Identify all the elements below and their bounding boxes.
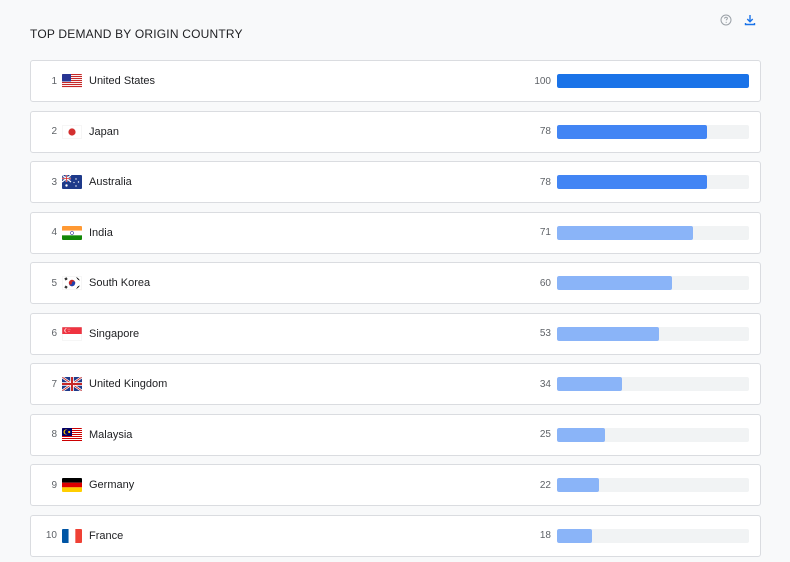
rank-label: 5 [51,277,57,289]
country-row[interactable]: 10 France 18 [30,514,761,557]
demand-value: 25 [539,429,551,440]
demand-value: 71 [539,227,551,238]
country-row[interactable]: 4 India 71 [30,211,761,254]
flag-gb-icon [62,377,82,391]
download-icon[interactable] [742,12,758,28]
flag-us-icon [62,74,82,88]
demand-value: 18 [539,530,551,541]
demand-bar-track [557,528,749,543]
rank-label: 10 [45,530,57,541]
flag-sg-icon [62,326,82,341]
rank-label: 9 [51,479,57,491]
rank-label: 6 [51,328,57,339]
demand-bar-track [557,225,749,240]
country-name: Australia [89,176,132,188]
flag-my-icon [62,427,82,442]
demand-bar-track [557,74,749,88]
country-name: Japan [89,125,119,138]
help-circle-icon[interactable] [718,12,734,28]
country-name: Germany [89,479,135,491]
country-name: Singapore [89,327,140,340]
country-name: Malaysia [89,428,133,441]
country-name: United States [89,75,156,87]
country-name: United Kingdom [89,378,168,390]
flag-de-icon [62,478,82,492]
country-row[interactable]: 6 Singapore 53 [30,312,761,355]
country-row[interactable]: 9 Germany 22 [30,464,761,506]
panel-title: TOP DEMAND BY ORIGIN COUNTRY [30,27,243,41]
country-name: India [89,226,113,239]
demand-bar-fill [557,225,694,240]
demand-bar-fill [557,528,592,543]
demand-bar-fill [557,175,707,189]
country-list: 1 United States 100 2 Japan 78 3 Australia 78 4 In… [30,60,761,562]
demand-bar-fill [557,377,623,391]
country-name: South Korea [89,277,151,289]
demand-bar-track [557,276,749,290]
flag-jp-icon [62,124,82,139]
rank-label: 3 [51,176,57,188]
country-row[interactable]: 3 Australia 78 [30,161,761,203]
demand-bar-fill [557,427,605,442]
country-row[interactable]: 8 Malaysia 25 [30,413,761,456]
rank-label: 4 [51,227,57,238]
demand-value: 22 [539,479,551,491]
flag-in-icon [62,225,82,240]
demand-value: 78 [539,126,551,137]
rank-label: 8 [51,429,57,440]
demand-bar-track [557,124,749,139]
flag-fr-icon [62,528,82,543]
country-row[interactable]: 2 Japan 78 [30,110,761,153]
demand-bar-fill [557,478,600,492]
demand-value: 34 [539,378,551,390]
demand-bar-fill [557,124,707,139]
demand-bar-track [557,326,749,341]
demand-bar-track [557,427,749,442]
rank-label: 2 [51,126,57,137]
demand-value: 100 [534,75,551,87]
demand-value: 60 [539,277,551,289]
demand-bar-track [557,377,749,391]
rank-label: 1 [51,75,57,87]
country-row[interactable]: 1 United States 100 [30,60,761,102]
header-actions [718,12,758,28]
demand-bar-fill [557,326,659,341]
demand-bar-track [557,478,749,492]
flag-au-icon [62,175,82,189]
demand-bar-fill [557,74,749,88]
demand-value: 78 [539,176,551,188]
rank-label: 7 [51,378,57,390]
demand-bar-track [557,175,749,189]
demand-value: 53 [539,328,551,339]
flag-kr-icon [62,276,82,290]
country-row[interactable]: 5 South Korea 60 [30,262,761,304]
country-name: France [89,529,124,542]
country-row[interactable]: 7 United Kingdom 34 [30,363,761,405]
demand-bar-fill [557,276,673,290]
